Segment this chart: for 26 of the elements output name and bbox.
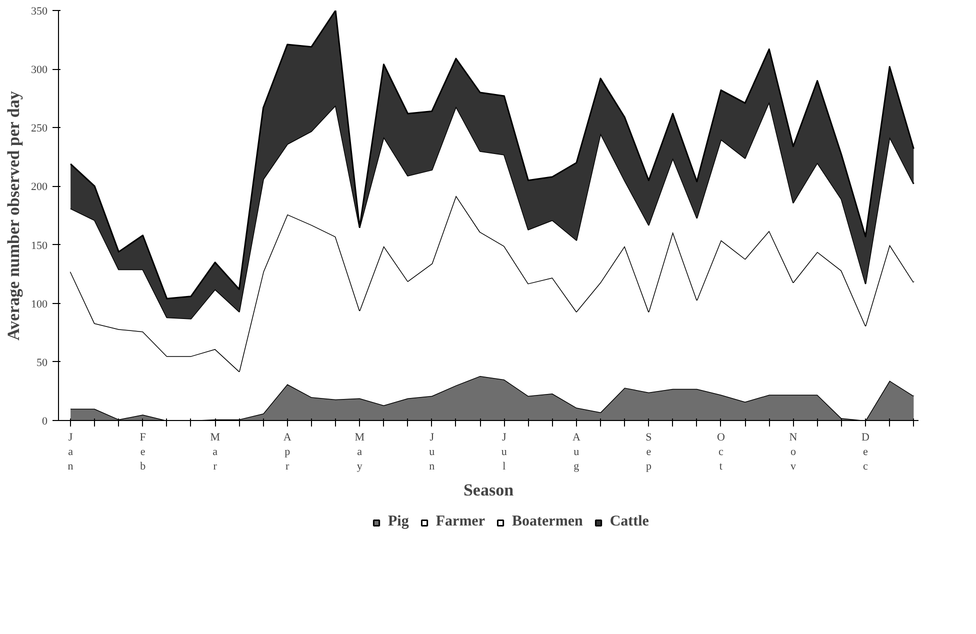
- x-tick-label: Jan: [68, 432, 74, 472]
- x-tick-label: Aug: [572, 432, 580, 472]
- legend-label: Pig: [388, 514, 409, 530]
- legend-label: Cattle: [610, 514, 649, 530]
- x-tick-label: Mar: [210, 432, 220, 472]
- x-tick-label: Oct: [716, 432, 725, 472]
- x-tick-label: Apr: [283, 432, 292, 472]
- legend-label: Boatermen: [512, 514, 583, 530]
- y-tick-label: 0: [42, 416, 48, 428]
- x-tick-label: Sep: [646, 432, 652, 472]
- x-tick-label: Jun: [429, 432, 436, 472]
- x-axis-title: Season: [463, 480, 514, 500]
- x-tick-label: Feb: [140, 432, 146, 472]
- x-tick-label: Dec: [862, 432, 870, 472]
- y-tick-label: 200: [31, 181, 48, 194]
- legend-label: Farmer: [436, 514, 486, 530]
- y-tick-label: 350: [31, 6, 48, 18]
- y-tick-label: 300: [31, 64, 48, 76]
- y-tick-label: 250: [31, 122, 48, 135]
- x-tick-label: Jul: [501, 432, 508, 472]
- y-tick-label: 150: [31, 240, 48, 252]
- x-tick-label: Nov: [789, 432, 798, 472]
- y-axis-title: Average number observed per day: [4, 90, 23, 340]
- y-tick-label: 100: [31, 298, 48, 310]
- x-tick-label: May: [354, 432, 365, 472]
- y-tick-label: 50: [36, 356, 48, 369]
